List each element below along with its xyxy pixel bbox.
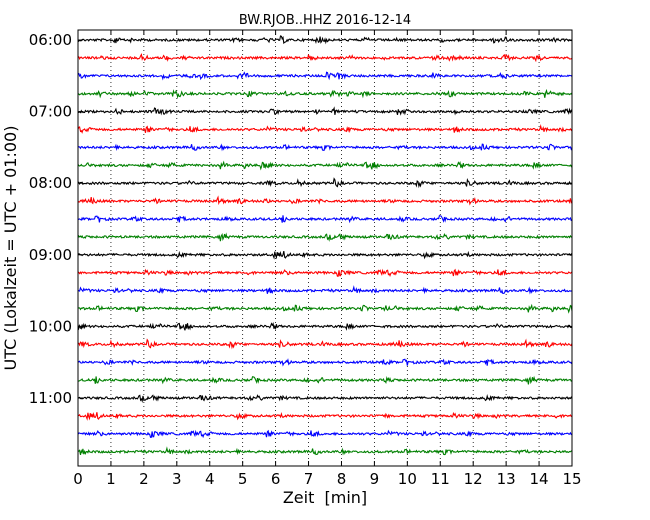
trace-line bbox=[77, 232, 573, 242]
x-axis-label: Zeit [min] bbox=[283, 488, 367, 507]
trace-line bbox=[77, 195, 573, 206]
x-axis-ticks: 0 1 2 3 4 5 6 7 8 9 10 11 12 13 14 15 bbox=[73, 30, 582, 488]
trace-line bbox=[77, 177, 573, 189]
x-tick-label: 12 bbox=[464, 470, 483, 488]
trace-line bbox=[77, 106, 573, 116]
x-tick-label: 11 bbox=[431, 470, 450, 488]
x-tick-label: 10 bbox=[398, 470, 417, 488]
trace-line bbox=[77, 52, 573, 63]
trace-line bbox=[77, 160, 573, 171]
trace-line bbox=[77, 88, 573, 99]
x-tick-label: 2 bbox=[139, 470, 149, 488]
trace-line bbox=[77, 285, 573, 295]
trace-line bbox=[77, 268, 573, 278]
trace-line bbox=[77, 446, 573, 456]
trace-line bbox=[77, 124, 573, 134]
x-tick-label: 7 bbox=[304, 470, 314, 488]
trace-line bbox=[77, 338, 573, 350]
trace-line bbox=[77, 429, 573, 439]
chart-title: BW.RJOB..HHZ 2016-12-14 bbox=[239, 13, 411, 28]
x-tick-label: 0 bbox=[73, 470, 83, 488]
x-tick-label: 4 bbox=[205, 470, 215, 488]
x-tick-label: 5 bbox=[238, 470, 248, 488]
plot-frame bbox=[77, 29, 573, 467]
trace-line bbox=[77, 375, 573, 385]
x-tick-label: 9 bbox=[370, 470, 380, 488]
trace-line bbox=[77, 394, 573, 403]
x-tick-label: 14 bbox=[530, 470, 549, 488]
x-tick-label: 13 bbox=[497, 470, 516, 488]
trace-line bbox=[77, 358, 573, 367]
x-tick-label: 8 bbox=[337, 470, 347, 488]
y-axis-ticks: 06:00 07:00 08:00 09:00 10:00 11:00 bbox=[29, 31, 572, 407]
x-tick-label: 1 bbox=[106, 470, 116, 488]
y-tick-label: 11:00 bbox=[29, 389, 72, 407]
y-tick-label: 07:00 bbox=[29, 103, 72, 121]
trace-line bbox=[77, 303, 573, 314]
x-tick-label: 15 bbox=[562, 470, 581, 488]
trace-line bbox=[77, 250, 573, 260]
y-tick-label: 08:00 bbox=[29, 174, 72, 192]
x-tick-label: 3 bbox=[172, 470, 182, 488]
y-tick-label: 06:00 bbox=[29, 31, 72, 49]
trace-line bbox=[77, 71, 573, 81]
trace-line bbox=[77, 322, 573, 331]
seismic-traces bbox=[77, 35, 573, 456]
y-tick-label: 10:00 bbox=[29, 317, 72, 335]
trace-line bbox=[77, 411, 573, 421]
trace-line bbox=[77, 35, 573, 45]
y-axis-label: UTC (Lokalzeit = UTC + 01:00) bbox=[1, 126, 20, 371]
y-tick-label: 09:00 bbox=[29, 246, 72, 264]
grid-lines bbox=[110, 30, 540, 466]
x-tick-label: 6 bbox=[271, 470, 281, 488]
trace-line bbox=[77, 215, 573, 224]
trace-line bbox=[77, 143, 573, 152]
